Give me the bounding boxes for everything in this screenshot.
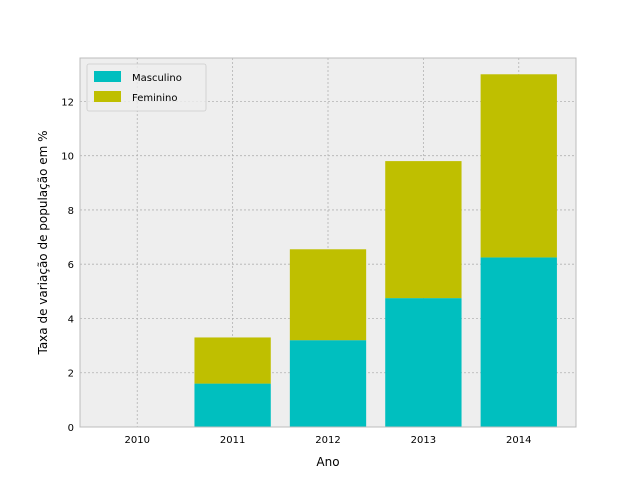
y-tick-label: 8 <box>68 206 74 217</box>
y-tick-label: 4 <box>68 314 74 325</box>
y-tick-label: 10 <box>61 152 74 163</box>
bar-feminino-2012 <box>289 249 367 341</box>
x-axis-ticks: 2010 2011 2012 2013 2014 <box>125 435 532 446</box>
bar-masculino-2012 <box>289 340 367 427</box>
x-axis-label: Ano <box>316 455 339 469</box>
legend-label-masculino: Masculino <box>132 73 182 84</box>
y-axis-ticks: 0 2 4 6 8 10 12 <box>61 97 74 434</box>
bar-feminino-2013 <box>385 161 462 299</box>
x-tick-label: 2010 <box>125 435 150 446</box>
legend: Masculino Feminino <box>86 63 207 112</box>
bar-masculino-2011 <box>194 383 271 427</box>
legend-label-feminino: Feminino <box>132 93 177 104</box>
y-tick-label: 6 <box>68 260 74 271</box>
bars <box>194 74 557 427</box>
x-tick-label: 2012 <box>315 435 340 446</box>
legend-swatch-masculino <box>94 71 121 82</box>
x-tick-label: 2011 <box>220 435 245 446</box>
y-axis-label: Taxa de variação de população em % <box>36 130 50 355</box>
bar-masculino-2014 <box>480 257 557 427</box>
y-tick-label: 2 <box>68 369 74 380</box>
bar-feminino-2014 <box>480 74 557 258</box>
bar-feminino-2011 <box>194 337 271 384</box>
legend-swatch-feminino <box>94 91 121 102</box>
x-tick-label: 2013 <box>411 435 436 446</box>
y-tick-label: 0 <box>68 423 74 434</box>
bar-masculino-2013 <box>385 298 462 427</box>
x-tick-label: 2014 <box>506 435 531 446</box>
plot-frame <box>79 57 577 428</box>
y-tick-label: 12 <box>61 97 74 108</box>
